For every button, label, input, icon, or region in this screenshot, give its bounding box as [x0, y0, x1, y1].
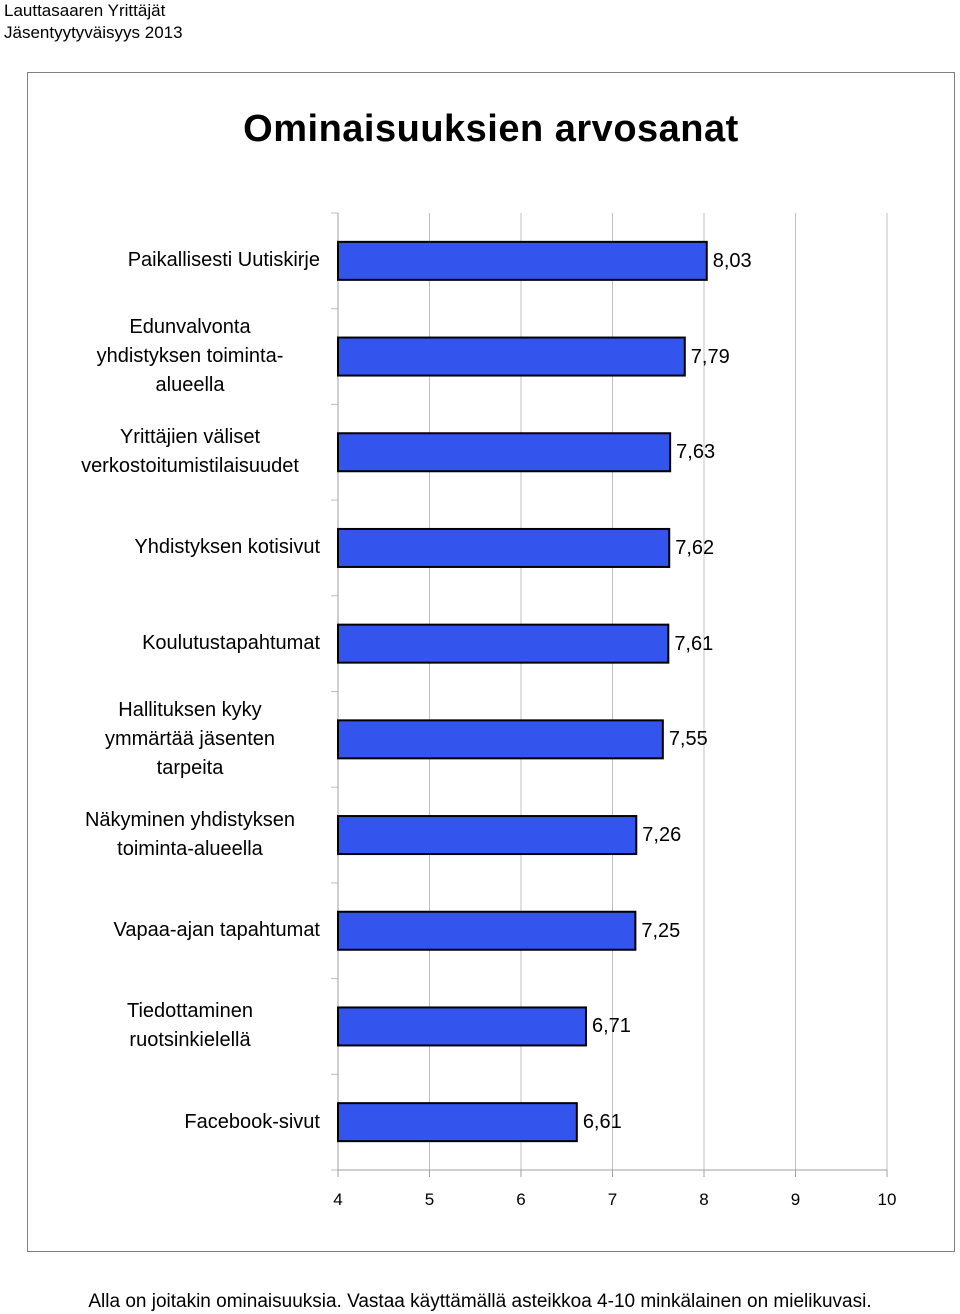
bar-6	[337, 719, 664, 760]
x-tick-label: 8	[699, 1190, 709, 1209]
bar-10	[337, 1102, 578, 1143]
value-label: 7,55	[668, 728, 708, 751]
category-label-line: verkostoitumistilaisuudet	[81, 455, 299, 478]
chart-title: Ominaisuuksien arvosanat	[243, 108, 739, 150]
category-label-line: alueella	[155, 374, 225, 397]
category-label: Yhdistyksen kotisivut	[40, 533, 320, 562]
category-label-line: ruotsinkielellä	[129, 1029, 251, 1052]
survey-name: Jäsentyytyväisyys 2013	[4, 23, 183, 42]
x-tick-label: 5	[424, 1190, 435, 1209]
category-label-line: Vapaa-ajan tapahtumat	[113, 919, 320, 942]
category-label-line: Koulutustapahtumat	[142, 632, 320, 655]
category-label: Tiedottaminen ruotsinkielellä	[60, 997, 320, 1055]
category-label-line: Hallituksen kyky	[118, 698, 262, 721]
category-label: Paikallisesti Uutiskirje	[40, 246, 320, 275]
value-label: 6,71	[591, 1015, 631, 1038]
value-label: 7,79	[690, 345, 730, 368]
bar-3	[337, 432, 672, 473]
bar-5	[337, 623, 670, 664]
category-label-line: tarpeita	[156, 756, 224, 779]
value-label: 6,61	[582, 1111, 622, 1134]
x-tick-label: 7	[607, 1190, 618, 1209]
category-label-line: Tiedottaminen	[127, 1000, 253, 1023]
value-label: 7,61	[674, 632, 714, 655]
organization-name: Lauttasaaren Yrittäjät	[4, 1, 166, 20]
footnote: Alla on joitakin ominaisuuksia. Vastaa k…	[88, 1291, 872, 1312]
category-label: Hallituksen kyky ymmärtää jäsenten tarpeit…	[60, 696, 320, 783]
bar-7	[337, 815, 638, 856]
category-label-line: Yhdistyksen kotisivut	[134, 536, 320, 559]
category-label: Yrittäjien väliset verkostoitumistilaisuu…	[60, 423, 320, 481]
category-label: Näkyminen yhdistyksen toiminta-alueella	[60, 806, 320, 864]
x-tick-label: 9	[790, 1190, 801, 1209]
x-tick-label: 4	[333, 1190, 343, 1209]
report-header: Lauttasaaren Yrittäjät Jäsentyytyväisyys…	[4, 0, 183, 44]
bar-4	[337, 527, 671, 568]
value-label: 8,03	[712, 249, 752, 272]
category-label: Facebook-sivut	[40, 1108, 320, 1137]
category-label: Vapaa-ajan tapahtumat	[40, 916, 320, 945]
x-tick-label: 10	[877, 1190, 897, 1209]
bar-8	[337, 910, 637, 951]
value-label: 7,62	[675, 536, 715, 559]
bar-2	[337, 336, 686, 377]
category-label-line: Näkyminen yhdistyksen	[84, 809, 296, 832]
category-label-line: Paikallisesti Uutiskirje	[127, 249, 320, 272]
bar-9	[337, 1006, 587, 1047]
category-label: Koulutustapahtumat	[40, 629, 320, 658]
value-label: 7,26	[642, 824, 682, 847]
value-label: 7,63	[676, 441, 716, 464]
bar-1	[337, 240, 708, 281]
value-label: 7,25	[641, 919, 681, 942]
category-label-line: Facebook-sivut	[184, 1110, 320, 1133]
category-label: Edunvalvonta yhdistyksen toiminta-alueell…	[60, 313, 320, 400]
category-label-line: yhdistyksen toiminta-	[96, 345, 284, 368]
x-tick-label: 6	[516, 1190, 526, 1209]
category-label-line: Yrittäjien väliset	[119, 426, 261, 449]
category-label-line: Edunvalvonta	[129, 316, 251, 339]
category-label-line: ymmärtää jäsenten	[104, 727, 276, 750]
category-label-line: toiminta-alueella	[117, 838, 263, 861]
